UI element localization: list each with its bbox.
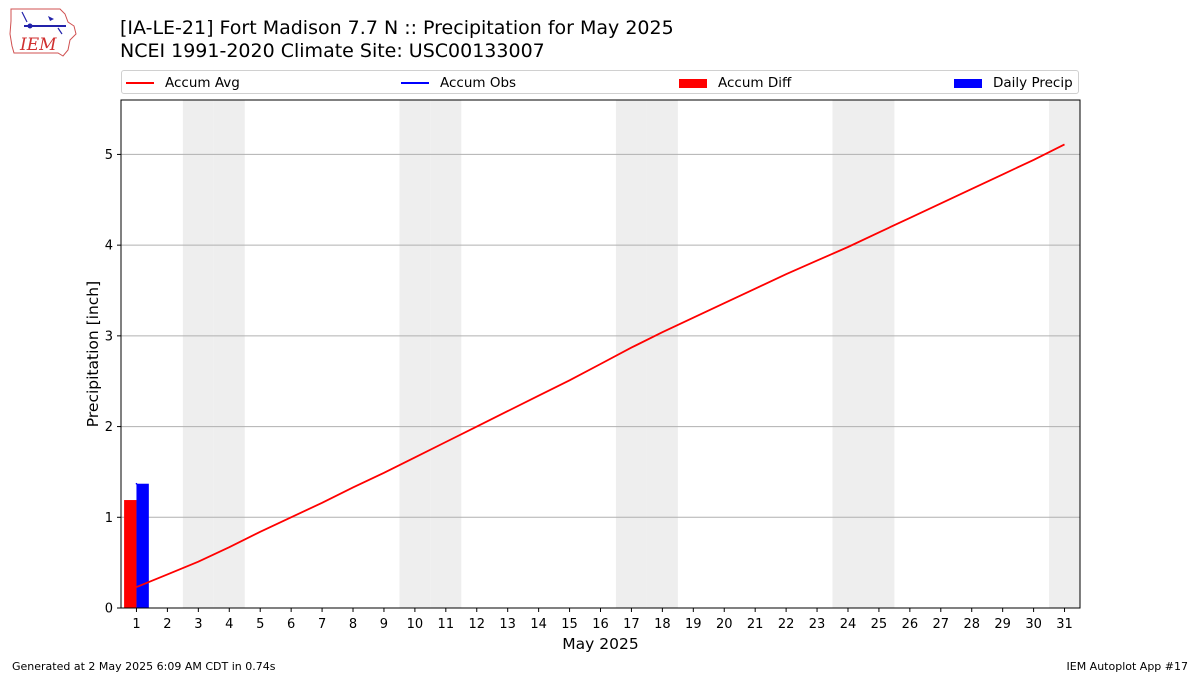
x-tick-label-20: 20 xyxy=(716,617,733,632)
x-tick-label-17: 17 xyxy=(623,617,640,632)
y-axis-label: Precipitation [inch] xyxy=(84,281,102,427)
x-tick-label-23: 23 xyxy=(809,617,826,632)
legend-swatch-accum-obs xyxy=(401,82,429,84)
x-tick-label-28: 28 xyxy=(963,617,980,632)
legend-item-accum-avg: Accum Avg xyxy=(126,74,240,92)
legend-swatch-daily-precip xyxy=(954,78,982,88)
y-tick-label-2: 2 xyxy=(105,420,113,435)
y-tick-label-1: 1 xyxy=(105,511,113,526)
weekend-band-31 xyxy=(1049,100,1080,608)
x-tick-label-2: 2 xyxy=(163,617,171,632)
x-tick-label-7: 7 xyxy=(318,617,326,632)
x-tick-label-29: 29 xyxy=(994,617,1011,632)
x-tick-label-16: 16 xyxy=(592,617,609,632)
x-tick-label-3: 3 xyxy=(194,617,202,632)
point-accum-obs-1 xyxy=(135,482,138,485)
footer-app: IEM Autoplot App #17 xyxy=(1066,660,1189,673)
x-tick-label-31: 31 xyxy=(1056,617,1073,632)
legend-label-accum-avg: Accum Avg xyxy=(165,75,240,91)
legend-swatch-accum-avg xyxy=(126,82,154,84)
legend-item-daily-precip: Daily Precip xyxy=(954,74,1073,92)
x-tick-label-1: 1 xyxy=(132,617,140,632)
x-tick-label-9: 9 xyxy=(380,617,388,632)
x-tick-label-25: 25 xyxy=(871,617,888,632)
x-tick-label-26: 26 xyxy=(902,617,919,632)
x-tick-label-27: 27 xyxy=(933,617,950,632)
footer-generated: Generated at 2 May 2025 6:09 AM CDT in 0… xyxy=(12,660,276,673)
y-tick-label-4: 4 xyxy=(105,239,113,254)
legend-swatch-accum-diff xyxy=(679,78,707,88)
chart-title: [IA-LE-21] Fort Madison 7.7 N :: Precipi… xyxy=(120,17,674,39)
x-tick-label-15: 15 xyxy=(561,617,578,632)
plot-frame xyxy=(120,99,1081,609)
x-tick-label-8: 8 xyxy=(349,617,357,632)
x-tick-label-19: 19 xyxy=(685,617,702,632)
grid-lines xyxy=(121,153,1080,518)
weekend-band-18 xyxy=(646,100,678,608)
legend-label-accum-obs: Accum Obs xyxy=(440,75,517,91)
y-tick-label-3: 3 xyxy=(105,329,113,344)
x-tick-label-22: 22 xyxy=(778,617,795,632)
weekend-band-24 xyxy=(832,100,864,608)
logo-text: IEM xyxy=(19,35,57,55)
y-tick-label-0: 0 xyxy=(105,602,113,617)
chart-subtitle: NCEI 1991-2020 Climate Site: USC00133007 xyxy=(120,40,545,62)
weekend-shading xyxy=(182,100,1080,608)
line-accum-avg xyxy=(136,143,1065,588)
weekend-band-11 xyxy=(430,100,462,608)
legend-item-accum-obs: Accum Obs xyxy=(401,74,516,92)
iem-logo: IEM xyxy=(9,8,77,57)
legend-item-accum-diff: Accum Diff xyxy=(679,74,791,92)
line-marks xyxy=(135,143,1065,588)
x-tick-label-13: 13 xyxy=(499,617,516,632)
x-tick-label-11: 11 xyxy=(438,617,455,632)
x-tick-label-10: 10 xyxy=(407,617,424,632)
x-tick-label-4: 4 xyxy=(225,617,233,632)
x-tick-label-18: 18 xyxy=(654,617,671,632)
x-tick-label-30: 30 xyxy=(1025,617,1042,632)
legend-label-daily-precip: Daily Precip xyxy=(993,75,1073,91)
x-tick-label-12: 12 xyxy=(468,617,485,632)
weekend-band-10 xyxy=(399,100,431,608)
legend: Accum Avg Accum Obs Accum Diff Daily Pre… xyxy=(121,70,1079,94)
x-tick-label-6: 6 xyxy=(287,617,295,632)
x-tick-label-5: 5 xyxy=(256,617,264,632)
x-axis-label: May 2025 xyxy=(562,635,638,653)
bar-marks xyxy=(124,483,149,608)
bar-daily-precip-1 xyxy=(136,483,149,608)
bar-accum-diff-1 xyxy=(124,500,137,608)
x-tick-label-24: 24 xyxy=(840,617,857,632)
legend-label-accum-diff: Accum Diff xyxy=(718,75,792,91)
x-tick-label-14: 14 xyxy=(530,617,547,632)
weekend-band-4 xyxy=(213,100,245,608)
y-tick-label-5: 5 xyxy=(105,148,113,163)
weekend-band-25 xyxy=(863,100,895,608)
x-tick-label-21: 21 xyxy=(747,617,764,632)
weekend-band-3 xyxy=(182,100,214,608)
